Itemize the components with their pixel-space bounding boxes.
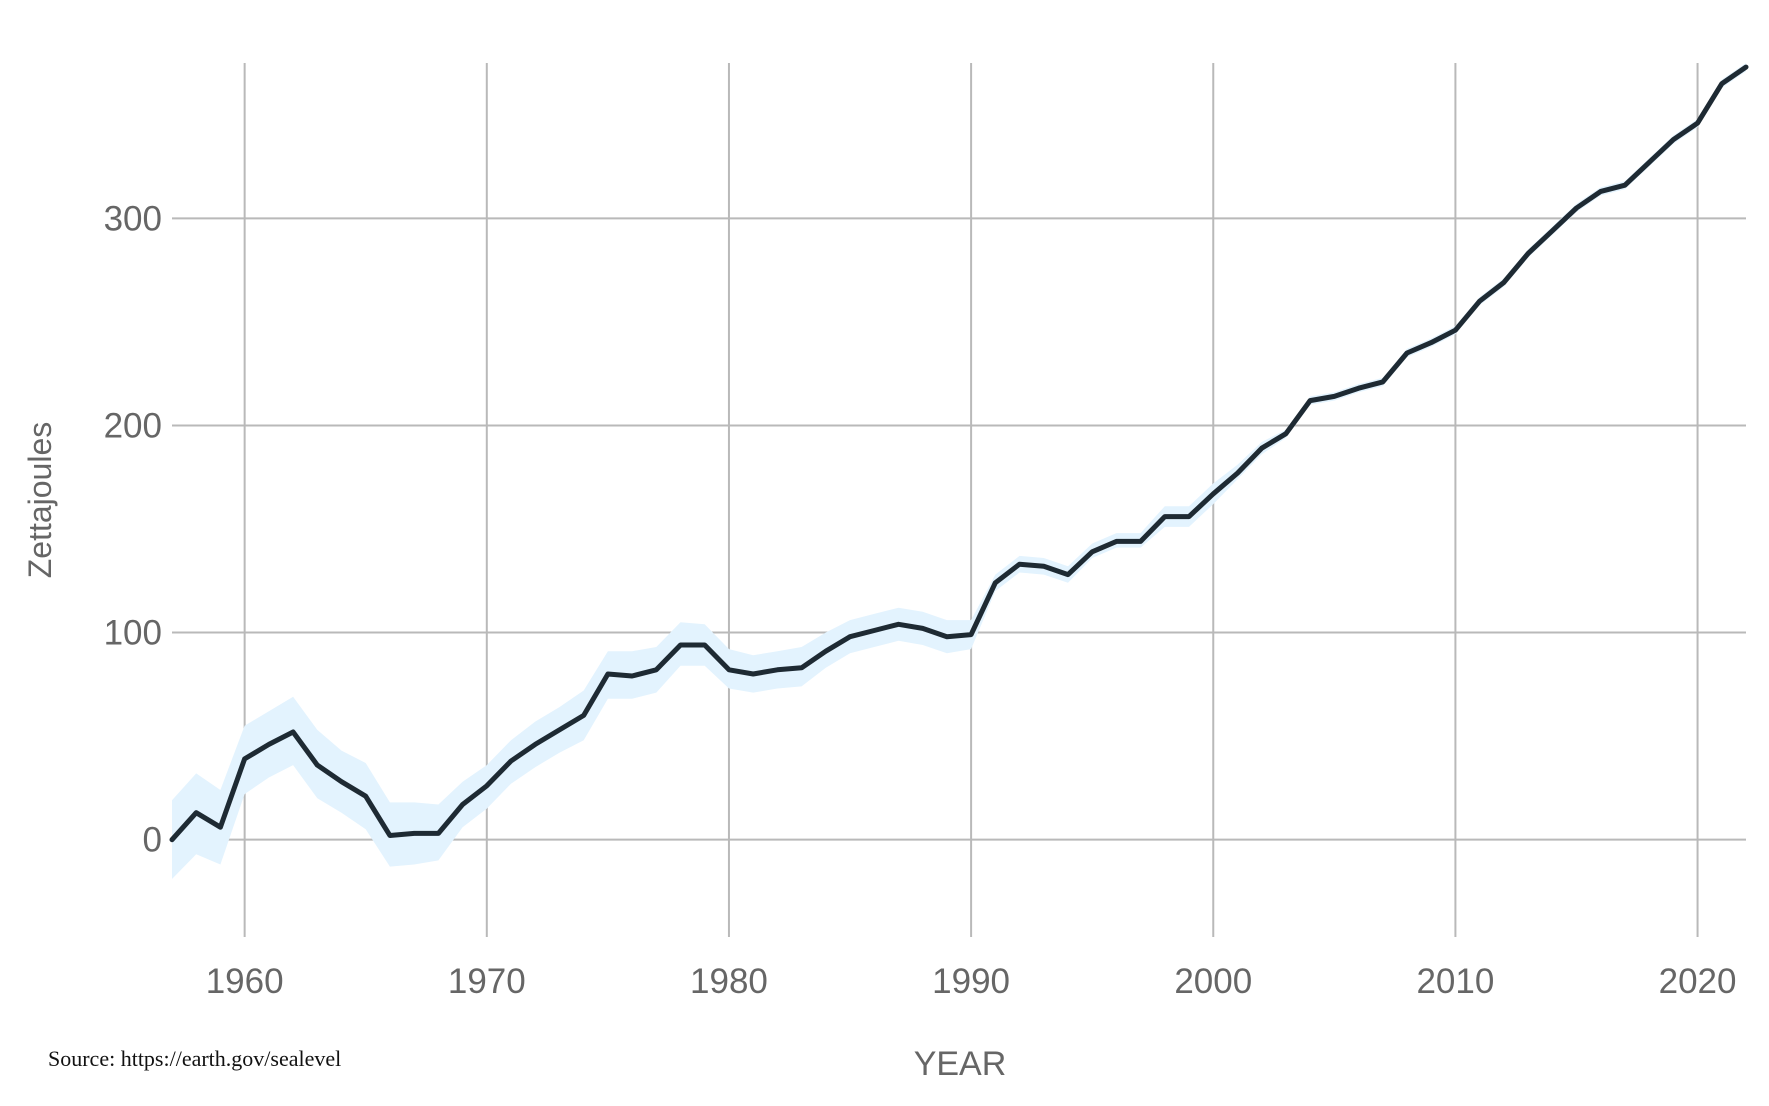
x-tick-label: 2010 (1416, 962, 1494, 1001)
x-tick-label: 1960 (206, 962, 284, 1001)
y-axis-label: Zettajoules (22, 422, 58, 579)
x-tick-label: 1970 (448, 962, 526, 1001)
y-tick-label: 0 (143, 821, 162, 860)
x-axis-ticks: 1960 1970 1980 1990 2000 2010 2020 (206, 962, 1737, 1001)
x-tick-label: 1980 (690, 962, 768, 1001)
series-line (169, 64, 1749, 843)
y-tick-label: 200 (104, 406, 162, 445)
y-tick-label: 300 (104, 199, 162, 238)
x-tick-label: 2020 (1659, 962, 1737, 1001)
source-note: Source: https://earth.gov/sealevel (48, 1046, 342, 1071)
x-tick-label: 2000 (1174, 962, 1252, 1001)
y-tick-label: 100 (104, 614, 162, 653)
x-tick-label: 1990 (932, 962, 1010, 1001)
uncertainty-band (172, 63, 1746, 879)
x-axis-label: YEAR (914, 1045, 1007, 1083)
y-axis-ticks: 0 100 200 300 (104, 199, 162, 859)
